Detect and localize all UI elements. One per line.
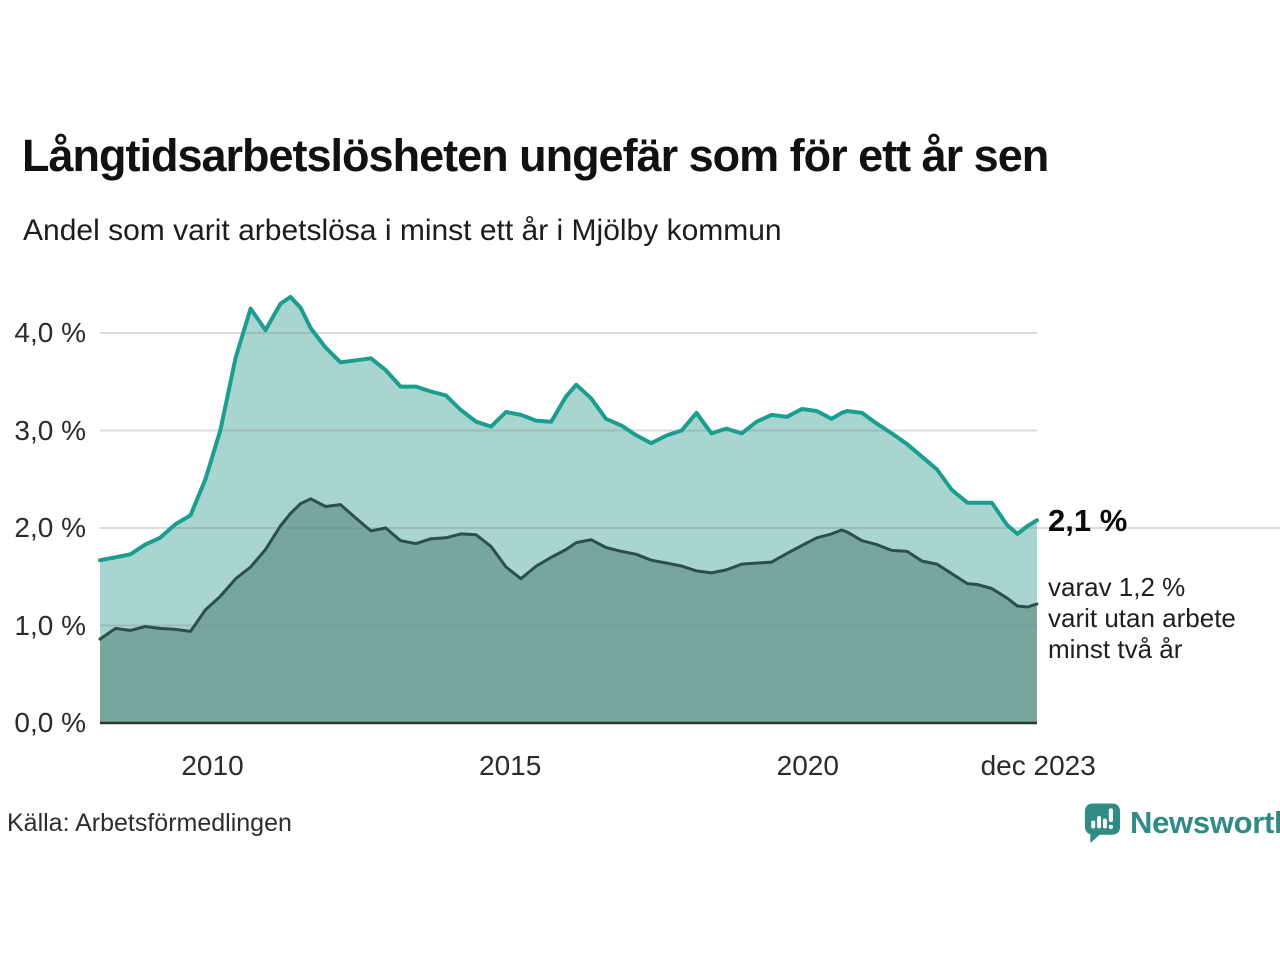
y-tick-label-3: 3,0 %: [14, 414, 86, 446]
x-tick-label-dec-2023: dec 2023: [980, 750, 1096, 781]
newsworthy-bubble-chart-icon: [1084, 803, 1121, 843]
page-subtitle: Andel som varit arbetslösa i minst ett å…: [23, 214, 782, 247]
newsworthy-wordmark: Newsworthy: [1130, 805, 1280, 840]
x-tick-label-2010: 2010: [181, 750, 244, 781]
two-year-share-annotation: varav 1,2 % varit utan arbete minst två …: [1048, 572, 1236, 664]
y-tick-label-4: 4,0 %: [14, 317, 86, 348]
y-tick-label-1: 1,0 %: [14, 609, 86, 641]
source-caption: Källa: Arbetsförmedlingen: [7, 809, 292, 837]
end-value-annotation: 2,1 %: [1048, 503, 1128, 538]
x-tick-label-2020: 2020: [776, 750, 839, 781]
line-unemployed-min-one-year: [98, 294, 1039, 563]
line-unemployed-min-two-years: [98, 497, 1039, 641]
area-unemployed-min-two-years: [100, 498, 1037, 723]
y-tick-label-2: 2,0 %: [14, 512, 86, 543]
newsworthy-logo: Newsworthy: [1083, 800, 1280, 846]
x-tick-label-2015: 2015: [479, 750, 542, 781]
y-tick-label-0: 0,0 %: [14, 707, 86, 738]
page-title: Långtidsarbetslösheten ungefär som för e…: [22, 130, 1049, 181]
